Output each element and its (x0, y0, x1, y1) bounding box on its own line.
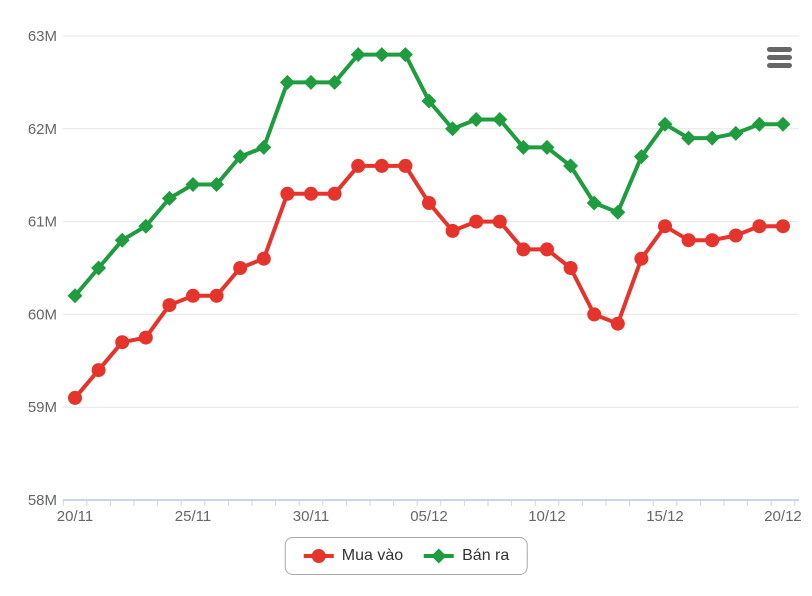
data-point-ban-ra[interactable] (728, 125, 744, 141)
x-axis-label: 10/12 (528, 508, 566, 525)
data-point-mua-vao[interactable] (492, 214, 507, 229)
data-point-mua-vao[interactable] (610, 316, 625, 331)
y-axis-label: 58M (28, 492, 57, 509)
y-axis-label: 61M (28, 214, 57, 231)
data-point-ban-ra[interactable] (610, 204, 626, 220)
legend-item-ban-ra[interactable]: Bán ra (423, 548, 509, 564)
data-point-ban-ra[interactable] (751, 116, 767, 132)
data-point-mua-vao[interactable] (469, 214, 484, 229)
legend-label: Mua vào (341, 547, 404, 564)
y-axis-label: 59M (28, 399, 57, 416)
data-point-mua-vao[interactable] (327, 186, 342, 201)
y-axis-label: 60M (28, 306, 57, 323)
data-point-mua-vao[interactable] (634, 251, 649, 266)
hamburger-bar (767, 55, 792, 60)
data-point-ban-ra[interactable] (138, 218, 154, 234)
x-axis-label: 20/11 (57, 508, 93, 525)
data-point-mua-vao[interactable] (705, 233, 720, 248)
data-point-mua-vao[interactable] (587, 307, 602, 322)
data-point-mua-vao[interactable] (233, 261, 248, 275)
data-point-ban-ra[interactable] (397, 47, 413, 63)
data-point-mua-vao[interactable] (658, 219, 672, 234)
data-point-ban-ra[interactable] (91, 260, 107, 276)
data-point-ban-ra[interactable] (161, 190, 177, 206)
data-point-ban-ra[interactable] (279, 74, 295, 90)
y-axis-label: 63M (28, 28, 57, 45)
data-point-mua-vao[interactable] (752, 219, 767, 234)
data-point-ban-ra[interactable] (67, 288, 83, 304)
data-point-mua-vao[interactable] (209, 288, 224, 303)
y-axis-label: 62M (28, 121, 57, 138)
data-point-ban-ra[interactable] (492, 112, 508, 127)
data-point-mua-vao[interactable] (728, 228, 743, 243)
data-point-ban-ra[interactable] (586, 195, 602, 211)
data-point-ban-ra[interactable] (515, 139, 531, 155)
data-point-ban-ra[interactable] (421, 93, 437, 109)
data-point-ban-ra[interactable] (374, 47, 390, 63)
data-point-ban-ra[interactable] (563, 158, 579, 174)
data-point-ban-ra[interactable] (539, 139, 555, 155)
data-point-ban-ra[interactable] (704, 130, 720, 146)
hamburger-bar (767, 63, 792, 68)
data-point-mua-vao[interactable] (256, 251, 271, 266)
data-point-ban-ra[interactable] (185, 177, 201, 192)
legend-marker-circle (311, 549, 326, 563)
data-point-mua-vao[interactable] (68, 390, 82, 405)
x-axis-label: 25/11 (175, 508, 211, 525)
data-point-mua-vao[interactable] (422, 196, 436, 210)
data-point-ban-ra[interactable] (657, 116, 673, 132)
data-point-ban-ra[interactable] (633, 149, 649, 165)
hamburger-bar (767, 47, 792, 52)
data-point-mua-vao[interactable] (563, 261, 578, 275)
data-point-mua-vao[interactable] (681, 233, 696, 248)
data-point-mua-vao[interactable] (776, 219, 790, 234)
data-point-ban-ra[interactable] (445, 121, 461, 137)
data-point-mua-vao[interactable] (304, 186, 318, 201)
mua-vao-marker-icon (303, 549, 334, 563)
data-point-mua-vao[interactable] (280, 186, 295, 201)
data-point-mua-vao[interactable] (374, 158, 389, 173)
data-point-mua-vao[interactable] (138, 330, 153, 345)
hamburger-menu-icon (767, 47, 792, 68)
data-point-mua-vao[interactable] (115, 335, 130, 350)
data-point-ban-ra[interactable] (232, 149, 248, 165)
data-point-ban-ra[interactable] (256, 139, 272, 155)
chart-context-menu-button[interactable] (767, 47, 792, 68)
data-point-mua-vao[interactable] (445, 223, 460, 238)
x-axis-label: 05/12 (410, 508, 448, 525)
data-point-mua-vao[interactable] (351, 158, 366, 173)
data-point-ban-ra[interactable] (114, 232, 130, 248)
data-point-mua-vao[interactable] (91, 363, 106, 378)
data-point-ban-ra[interactable] (303, 74, 319, 90)
data-point-ban-ra[interactable] (468, 112, 484, 127)
data-point-ban-ra[interactable] (327, 74, 343, 90)
legend-label: Bán ra (462, 547, 510, 564)
data-point-ban-ra[interactable] (209, 177, 225, 192)
data-point-mua-vao[interactable] (516, 242, 531, 257)
data-point-ban-ra[interactable] (775, 116, 791, 132)
ban-ra-marker-icon (424, 548, 455, 564)
data-point-ban-ra[interactable] (350, 47, 366, 63)
series-line-ban-ra (73, 52, 785, 298)
data-point-mua-vao[interactable] (540, 242, 554, 257)
legend: Mua vào Bán ra (284, 537, 528, 575)
data-point-ban-ra[interactable] (681, 130, 697, 146)
data-point-mua-vao[interactable] (162, 298, 177, 313)
data-point-mua-vao[interactable] (398, 158, 413, 173)
x-axis-label: 15/12 (646, 508, 684, 525)
x-axis-label: 20/12 (764, 508, 802, 525)
legend-item-mua-vao[interactable]: Mua vào (303, 548, 403, 564)
x-axis-label: 30/11 (293, 508, 329, 525)
legend-marker-diamond (431, 548, 447, 564)
data-point-mua-vao[interactable] (186, 288, 200, 303)
